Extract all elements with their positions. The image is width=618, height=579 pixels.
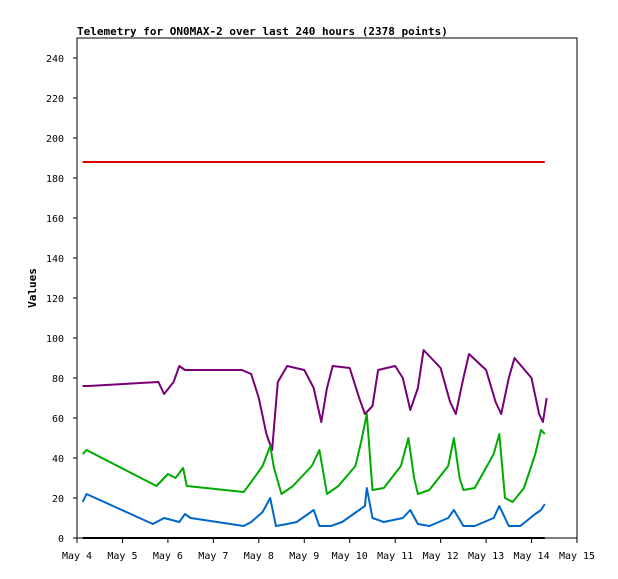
x-tick-label: May 11 — [377, 551, 413, 562]
x-tick-label: May 12 — [423, 551, 459, 562]
y-tick-label: 140 — [46, 254, 64, 265]
y-tick-label: 80 — [52, 374, 64, 385]
x-tick-label: May 15 — [559, 551, 595, 562]
y-tick-label: 180 — [46, 174, 64, 185]
y-axis-ticks: 0 20 40 60 80 100 120 140 160 180 200 220 240 — [46, 54, 77, 545]
x-axis-ticks: May 4 May 5 May 6 May 7 May 8 May 9 May 10 May … — [62, 538, 595, 562]
y-tick-label: 220 — [46, 94, 64, 105]
x-tick-label: May 8 — [244, 551, 274, 562]
chart-title: Telemetry for ON0MAX-2 over last 240 hou… — [77, 25, 448, 38]
y-tick-label: 20 — [52, 494, 64, 505]
x-tick-label: May 5 — [107, 551, 137, 562]
series-layer — [81, 161, 548, 539]
y-tick-label: 120 — [46, 294, 64, 305]
series-line-4 — [81, 487, 546, 527]
y-tick-label: 40 — [52, 454, 64, 465]
series-line-3 — [81, 413, 546, 503]
x-tick-label: May 14 — [513, 551, 549, 562]
x-tick-label: May 10 — [332, 551, 368, 562]
y-axis-label: Values — [26, 268, 39, 308]
x-tick-label: May 13 — [468, 551, 504, 562]
y-tick-label: 160 — [46, 214, 64, 225]
series-line-2 — [82, 349, 548, 451]
y-tick-label: 240 — [46, 54, 64, 65]
x-tick-label: May 4 — [62, 551, 92, 562]
x-tick-label: May 7 — [198, 551, 228, 562]
y-tick-label: 100 — [46, 334, 64, 345]
y-tick-label: 0 — [58, 534, 64, 545]
x-tick-label: May 6 — [153, 551, 183, 562]
y-tick-label: 60 — [52, 414, 64, 425]
x-tick-label: May 9 — [289, 551, 319, 562]
y-tick-label: 200 — [46, 134, 64, 145]
